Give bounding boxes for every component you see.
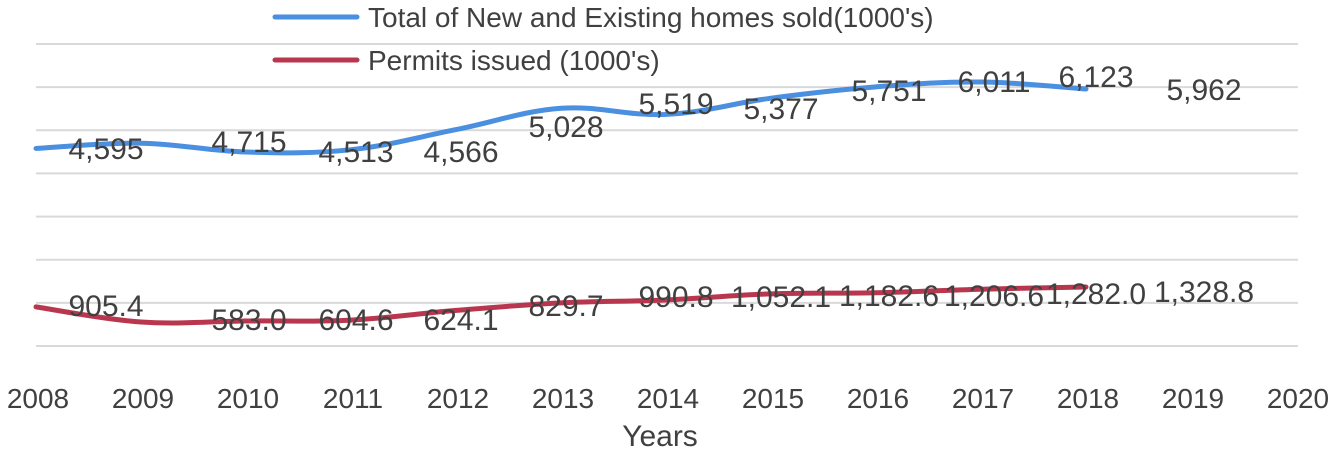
legend-label: Permits issued (1000's) xyxy=(368,45,660,76)
gridlines xyxy=(36,43,1298,347)
x-tick-label: 2016 xyxy=(847,383,909,414)
series-line-permits xyxy=(33,284,1089,326)
data-labels: 4,595 4,715 4,513 4,566 5,028 5,519 5,377 5,751… xyxy=(68,61,1254,337)
x-tick-label: 2020 xyxy=(1267,383,1329,414)
data-label-permits: 1,206.6 xyxy=(944,280,1044,313)
x-tick-label: 2015 xyxy=(742,383,804,414)
data-label-permits: 604.6 xyxy=(318,304,393,337)
data-label-homes-sold: 4,595 xyxy=(68,133,143,166)
x-tick-label: 2018 xyxy=(1057,383,1119,414)
data-label-permits: 583.0 xyxy=(211,304,286,337)
data-label-permits: 1,052.1 xyxy=(731,281,831,314)
data-label-homes-sold: 5,962 xyxy=(1166,74,1241,107)
data-label-homes-sold: 5,028 xyxy=(528,111,603,144)
x-tick-label: 2019 xyxy=(1162,383,1224,414)
x-tick-label: 2010 xyxy=(217,383,279,414)
x-axis-title: Years xyxy=(622,420,698,450)
x-tick-label: 2009 xyxy=(112,383,174,414)
series-line-homes-sold xyxy=(33,79,1089,156)
data-label-permits: 990.8 xyxy=(638,281,713,314)
data-label-homes-sold: 5,751 xyxy=(851,75,926,108)
x-tick-label: 2011 xyxy=(323,383,383,414)
legend: Total of New and Existing homes sold(100… xyxy=(272,2,934,76)
data-label-homes-sold: 5,377 xyxy=(743,93,818,126)
data-label-permits: 1,328.8 xyxy=(1154,276,1254,309)
data-label-permits: 1,282.0 xyxy=(1046,278,1146,311)
legend-item-homes-sold: Total of New and Existing homes sold(100… xyxy=(272,2,934,33)
data-label-permits: 905.4 xyxy=(68,290,143,323)
data-label-homes-sold: 5,519 xyxy=(638,88,713,121)
legend-item-permits: Permits issued (1000's) xyxy=(272,45,660,76)
x-tick-label: 2012 xyxy=(427,383,489,414)
x-tick-label: 2013 xyxy=(532,383,594,414)
data-label-permits: 624.1 xyxy=(423,304,498,337)
data-label-permits: 829.7 xyxy=(528,290,603,323)
x-tick-label: 2017 xyxy=(952,383,1014,414)
x-tick-label: 2008 xyxy=(7,383,69,414)
data-label-homes-sold: 4,715 xyxy=(211,126,286,159)
data-label-homes-sold: 4,513 xyxy=(318,136,393,169)
data-label-permits: 1,182.6 xyxy=(839,280,939,313)
x-tick-label: 2014 xyxy=(637,383,699,414)
legend-label: Total of New and Existing homes sold(100… xyxy=(368,2,934,33)
series-lines xyxy=(33,79,1089,326)
x-axis-ticks: 2008 2009 2010 2011 2012 2013 2014 2015 2016 2017… xyxy=(7,383,1329,414)
data-label-homes-sold: 6,011 xyxy=(958,66,1031,99)
data-label-homes-sold: 6,123 xyxy=(1058,61,1133,94)
data-label-homes-sold: 4,566 xyxy=(423,136,498,169)
